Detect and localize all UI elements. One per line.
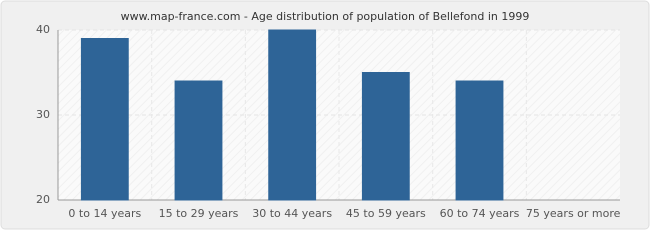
chart: www.map-france.com - Age distribution of… — [0, 0, 650, 230]
x-tick-label: 15 to 29 years — [159, 207, 239, 220]
bar — [455, 80, 504, 201]
x-tick-label: 45 to 59 years — [346, 207, 426, 220]
x-tick-label: 0 to 14 years — [68, 207, 141, 220]
x-tick-label: 30 to 44 years — [252, 207, 332, 220]
y-tick-label: 40 — [36, 23, 50, 36]
chart-title: www.map-france.com - Age distribution of… — [121, 10, 530, 23]
bar — [174, 80, 223, 201]
x-tick-label: 60 to 74 years — [440, 207, 520, 220]
bar — [361, 72, 410, 201]
x-tick-label: 75 years or more — [526, 207, 621, 220]
bar — [268, 29, 317, 201]
y-tick-label: 30 — [36, 108, 50, 121]
bar — [80, 38, 129, 201]
y-tick-label: 20 — [36, 193, 50, 206]
